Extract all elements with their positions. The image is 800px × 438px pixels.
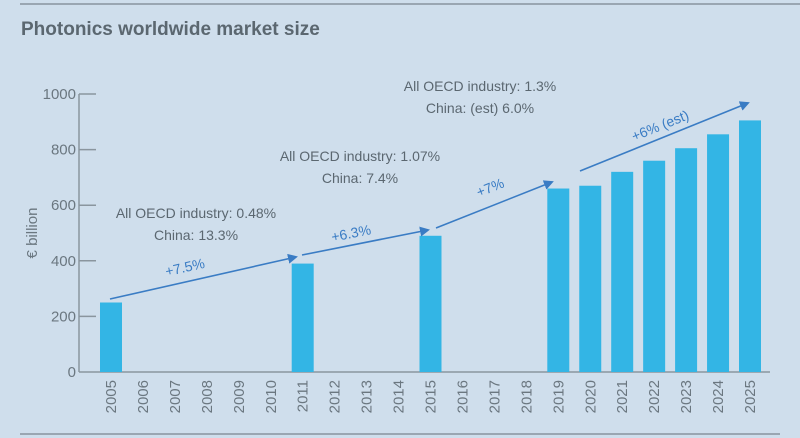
x-tick-label: 2025: [742, 380, 759, 413]
bar-2020: [579, 185, 602, 372]
x-tick-label: 2019: [550, 380, 567, 413]
x-tick-label: 2011: [295, 380, 312, 412]
growth-arrow: [301, 226, 430, 256]
y-tick-label: 1000: [43, 86, 76, 103]
annotation-china: China: 13.3%: [154, 227, 238, 243]
bar-2025: [739, 120, 761, 372]
growth-arrow: [435, 180, 554, 229]
annotation-china: China: 7.4%: [322, 170, 398, 186]
chart-title: Photonics worldwide market size: [21, 19, 320, 40]
y-tick-label: 800: [51, 142, 76, 159]
x-tick-label: 2016: [454, 380, 471, 413]
x-tick-label: 2020: [582, 380, 599, 413]
x-tick-label: 2009: [231, 380, 248, 413]
x-tick-label: 2014: [391, 380, 408, 413]
y-tick-label: 600: [51, 197, 76, 214]
x-tick-label: 2008: [199, 380, 216, 413]
bar-2022: [643, 160, 666, 372]
annotation-oecd: All OECD industry: 0.48%: [116, 205, 276, 221]
x-tick-label: 2017: [486, 380, 503, 413]
growth-label: +7.5%: [164, 255, 207, 279]
y-axis-label: € billion: [24, 208, 41, 259]
y-tick-label: 400: [51, 253, 76, 270]
x-tick-label: 2005: [103, 380, 120, 413]
annotation-oecd: All OECD industry: 1.07%: [280, 148, 440, 164]
bar-2021: [611, 171, 634, 372]
x-tick-label: 2023: [678, 380, 695, 413]
bar-2024: [707, 134, 730, 372]
bar-2005: [100, 302, 122, 372]
x-tick-label: 2021: [614, 380, 631, 413]
y-tick-label: 200: [51, 308, 76, 325]
growth-arrow: [109, 253, 298, 300]
x-tick-label: 2018: [518, 380, 535, 413]
growth-label: +7%: [474, 175, 506, 200]
bar-2011: [291, 263, 314, 372]
y-tick-label: 0: [68, 364, 76, 381]
x-tick-label: 2012: [327, 380, 344, 413]
bottom-border: [20, 433, 780, 435]
x-tick-label: 2024: [710, 380, 727, 413]
growth-label: +6.3%: [330, 221, 372, 244]
bar-2015: [419, 235, 442, 372]
x-tick-label: 2010: [263, 380, 280, 413]
bar-2019: [547, 188, 570, 372]
x-tick-label: 2013: [359, 380, 376, 413]
growth-arrow: [579, 101, 750, 172]
x-tick-label: 2007: [167, 380, 184, 413]
annotation-china: China: (est) 6.0%: [426, 100, 534, 116]
bar-2023: [675, 148, 698, 372]
top-border: [20, 3, 800, 5]
annotation-oecd: All OECD industry: 1.3%: [404, 78, 557, 94]
x-tick-label: 2015: [423, 380, 440, 413]
x-tick-label: 2022: [646, 380, 663, 413]
x-tick-label: 2006: [135, 380, 152, 413]
